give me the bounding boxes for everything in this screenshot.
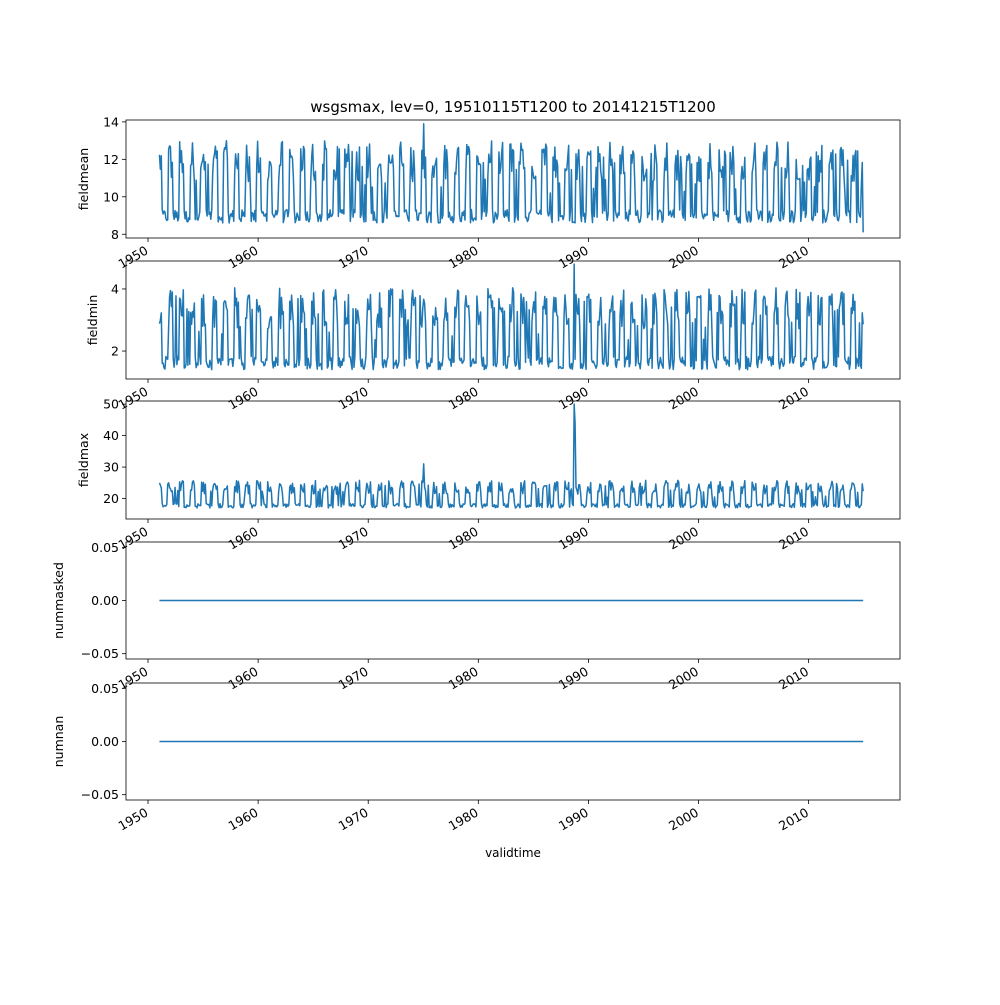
- x-tick-label: 1980: [446, 384, 481, 413]
- y-tick-label: 10: [103, 189, 119, 204]
- axes-frame: [125, 119, 901, 239]
- axes-frame: [125, 400, 901, 520]
- panel-nummasked: −0.05 0.00 0.05 nummasked 1950 1960 1970 1980 19…: [51, 540, 901, 693]
- x-tick-label: 1990: [556, 805, 591, 834]
- x-tick-label: 1970: [336, 805, 371, 834]
- series-line-fieldmax: [158, 403, 864, 509]
- y-tick-label: 12: [103, 152, 119, 167]
- x-tick-label: 2000: [666, 805, 701, 834]
- x-tick-label: 1960: [226, 664, 261, 693]
- y-axis-label: fieldmin: [85, 295, 100, 346]
- x-tick-label: 1970: [336, 384, 371, 413]
- x-tick-label: 1970: [336, 243, 371, 272]
- x-tick-label: 2010: [776, 524, 811, 553]
- y-axis-label: fieldmax: [76, 433, 91, 487]
- x-tick-label: 1980: [446, 243, 481, 272]
- y-axis-label: fieldmean: [76, 148, 91, 210]
- y-tick-label: 0.00: [91, 734, 119, 749]
- x-tick-label: 1950: [115, 524, 150, 553]
- x-tick-label: 2010: [776, 805, 811, 834]
- y-tick-label: −0.05: [81, 787, 119, 802]
- series-line-fieldmean: [158, 123, 864, 233]
- x-tick-label: 1950: [115, 805, 150, 834]
- x-tick-label: 1960: [226, 384, 261, 413]
- x-tick-label: 1980: [446, 805, 481, 834]
- chart-title: wsgsmax, lev=0, 19510115T1200 to 2014121…: [310, 98, 716, 116]
- x-tick-label: 1960: [226, 243, 261, 272]
- x-tick-label: 1960: [226, 524, 261, 553]
- x-tick-label: 1990: [556, 664, 591, 693]
- y-tick-label: −0.05: [81, 646, 119, 661]
- panel-fieldmax: 20 30 40 50 fieldmax 1950 1960 1970 1980 1990 2000…: [76, 397, 901, 553]
- y-tick-label: 0.05: [91, 681, 119, 696]
- x-tick-label: 1980: [446, 664, 481, 693]
- x-tick-label: 2010: [776, 384, 811, 413]
- x-tick-label: 1980: [446, 524, 481, 553]
- x-tick-label: 1970: [336, 524, 371, 553]
- y-tick-label: 20: [103, 491, 119, 506]
- y-tick-label: 30: [103, 460, 119, 475]
- x-tick-label: 2000: [666, 524, 701, 553]
- x-tick-label: 1950: [115, 384, 150, 413]
- x-tick-label: 1990: [556, 524, 591, 553]
- axes-frame: [125, 260, 901, 380]
- y-tick-label: 0.00: [91, 593, 119, 608]
- y-tick-label: 4: [111, 281, 119, 296]
- y-axis-label: nummasked: [51, 562, 66, 639]
- y-tick-label: 40: [103, 428, 119, 443]
- panel-numnan: −0.05 0.00 0.05 numnan 1950 1960 1970 1980 1990 2…: [51, 681, 901, 834]
- x-tick-label: 2000: [666, 664, 701, 693]
- series-line-fieldmin: [158, 263, 864, 371]
- y-tick-label: 8: [111, 227, 119, 242]
- y-tick-label: 0.05: [91, 540, 119, 555]
- y-tick-label: 2: [111, 344, 119, 359]
- x-tick-label: 1960: [226, 805, 261, 834]
- x-tick-label: 1970: [336, 664, 371, 693]
- x-tick-label: 2010: [776, 243, 811, 272]
- x-tick-label: 2000: [666, 384, 701, 413]
- y-tick-label: 14: [103, 114, 119, 129]
- x-tick-label: 2010: [776, 664, 811, 693]
- y-axis-label: numnan: [51, 716, 66, 768]
- x-tick-label: 1950: [115, 664, 150, 693]
- x-tick-label: 2000: [666, 243, 701, 272]
- x-tick-label: 1950: [115, 243, 150, 272]
- y-tick-label: 50: [103, 397, 119, 412]
- x-axis-label: validtime: [485, 846, 541, 860]
